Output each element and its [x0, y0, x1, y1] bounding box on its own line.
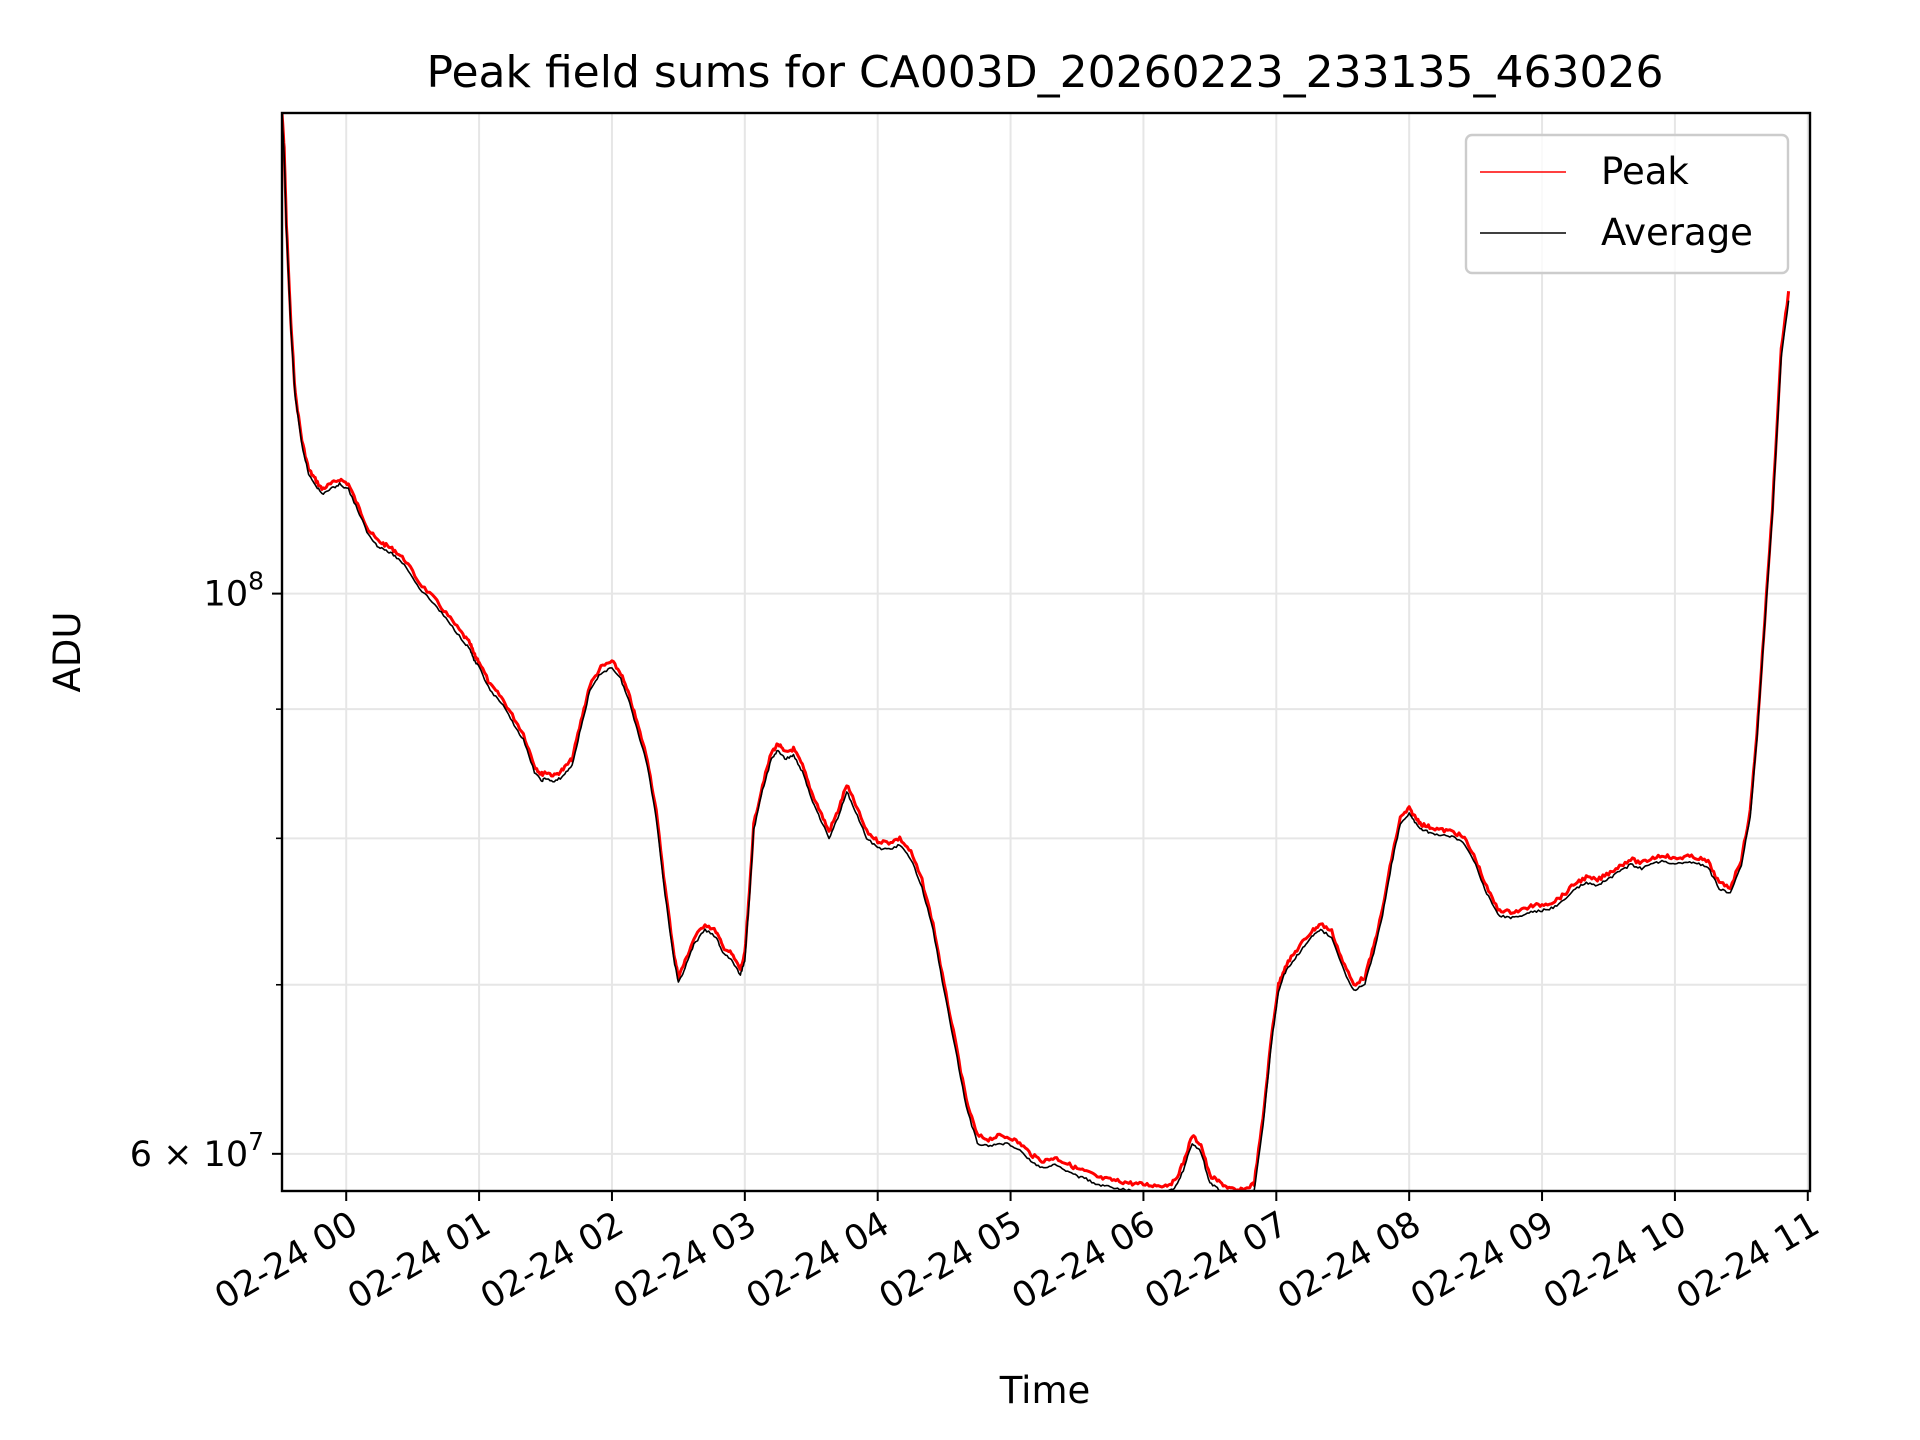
x-tick-label: 02-24 01 — [341, 1204, 497, 1317]
x-tick-label: 02-24 07 — [1139, 1204, 1295, 1317]
chart-title: Peak field sums for CA003D_20260223_2331… — [426, 47, 1663, 98]
x-tick-label: 02-24 00 — [208, 1204, 364, 1317]
y-tick-label: 108 — [204, 567, 264, 615]
x-tick-label: 02-24 11 — [1670, 1204, 1826, 1317]
grid — [282, 113, 1810, 1191]
legend-box — [1464, 133, 1790, 275]
x-tick-label: 02-24 08 — [1271, 1204, 1427, 1317]
y-axis-label: ADU — [46, 612, 89, 693]
legend: Peak Average — [1464, 133, 1790, 275]
x-tick-label: 02-24 03 — [607, 1204, 763, 1317]
x-tick-label: 02-24 06 — [1006, 1204, 1162, 1317]
legend-label-average: Average — [1601, 211, 1753, 254]
x-tick-label: 02-24 05 — [873, 1204, 1029, 1317]
x-tick-label: 02-24 02 — [474, 1204, 630, 1317]
plot-series — [282, 113, 1791, 1191]
y-axis: 108 6 × 107 — [130, 567, 282, 1175]
x-axis-label: Time — [999, 1369, 1091, 1412]
x-tick-label: 02-24 09 — [1404, 1204, 1560, 1317]
plot-frame — [280, 111, 1812, 1193]
x-tick-label: 02-24 10 — [1537, 1204, 1693, 1317]
y-tick-label: 6 × 107 — [130, 1127, 264, 1175]
series-line-average — [282, 115, 1790, 1191]
x-tick-label: 02-24 04 — [740, 1204, 896, 1317]
legend-label-peak: Peak — [1601, 150, 1689, 193]
series-line-peak — [282, 113, 1791, 1191]
